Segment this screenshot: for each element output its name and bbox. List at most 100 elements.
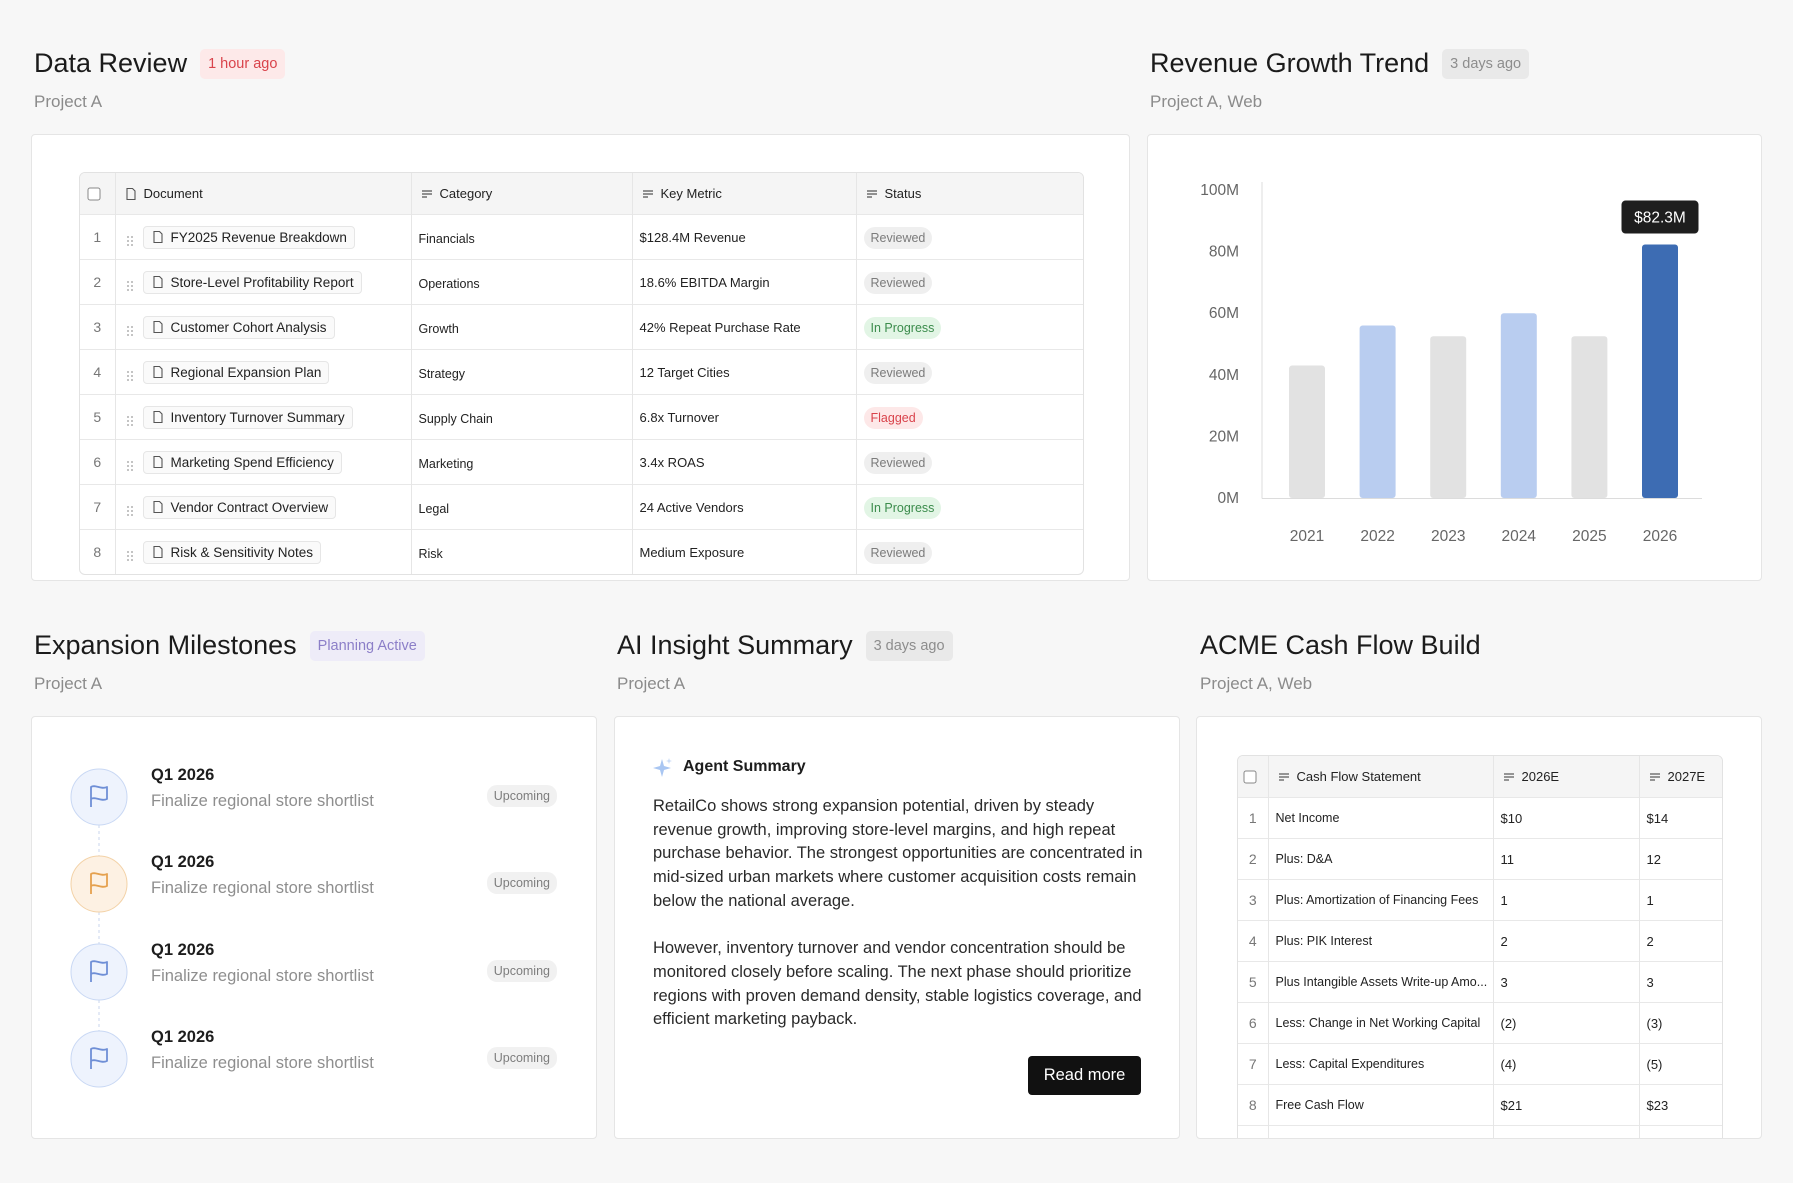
document-cell: Regional Expansion Plan [115, 349, 412, 395]
value-2027e: 2 [1639, 920, 1722, 962]
icon-shape [130, 464, 133, 467]
icon-shape [126, 333, 129, 336]
lines-icon [1278, 773, 1289, 781]
grip-icon [126, 235, 133, 246]
icon-shape [130, 415, 133, 418]
document-chip[interactable]: Marketing Spend Efficiency [142, 450, 342, 474]
line-item: Plus: D&A [1268, 838, 1494, 880]
status-cell: Reviewed [856, 214, 1083, 260]
document-chip[interactable]: Inventory Turnover Summary [142, 405, 353, 429]
timeline [70, 768, 128, 1088]
summary-body: RetailCo shows strong expansion potentia… [653, 795, 1145, 1056]
milestone-text: Finalize regional store shortlist [151, 792, 374, 810]
tooltip-box [1621, 200, 1699, 234]
table-row: 3 Customer Cohort Analysis Growth 42% Repea… [80, 304, 1083, 350]
header: Data Review 1 hour ago [34, 48, 286, 79]
section-subtitle: Project A [34, 674, 103, 693]
value-2027e: 3 [1639, 961, 1722, 1003]
x-tick-label: 2025 [1572, 528, 1606, 545]
line-item: Free Cash Flow [1268, 1084, 1494, 1126]
lines-icon [1503, 773, 1514, 781]
row-number: 8 [1238, 1084, 1269, 1126]
table-row: 1 FY2025 Revenue Breakdown Financials $128.… [80, 214, 1083, 260]
table-row: 2 Store-Level Profitability Report Operati… [80, 259, 1083, 305]
value-2026e: $10 [1493, 797, 1640, 839]
y-tick-label: 20M [1209, 428, 1239, 445]
column-header-text: Key Metric [660, 185, 722, 201]
icon-shape [130, 554, 133, 557]
table-row: 6 Marketing Spend Efficiency Marketing 3.4x… [80, 439, 1083, 485]
section-subtitle: Project A, Web [1200, 674, 1313, 693]
category-cell: Financials [411, 214, 633, 260]
document-chip[interactable]: Risk & Sensitivity Notes [142, 540, 322, 564]
data-label: $82.3M [1634, 210, 1686, 227]
status-pill: Flagged [863, 406, 923, 429]
value-2027e: $14 [1639, 797, 1722, 839]
status-cell: Reviewed [856, 439, 1083, 485]
time-badge: 3 days ago [1442, 48, 1530, 79]
milestone-badge: Upcoming [486, 872, 557, 894]
x-tick-label: 2023 [1431, 528, 1465, 545]
document-cell: Vendor Contract Overview [115, 484, 412, 530]
document-cell: Inventory Turnover Summary [115, 394, 412, 440]
icon-shape [125, 188, 136, 201]
document-name: Regional Expansion Plan [170, 364, 322, 380]
table-frame: Cash Flow Statement 2026E 2027E 1 Net Income… [1237, 755, 1723, 1138]
document-name: Vendor Contract Overview [170, 499, 329, 515]
icon-shape [130, 419, 133, 422]
icon-shape [126, 464, 129, 467]
table-row: 4 Regional Expansion Plan Strategy 12 Targe… [80, 349, 1083, 395]
row-number: 8 [80, 529, 116, 574]
table-row: 3 Plus: Amortization of Financing Fees 1 1 [1238, 879, 1722, 921]
read-more-button[interactable]: Read more [1028, 1056, 1141, 1095]
milestone-date: Q1 2026 [151, 941, 215, 959]
metric-cell: 12 Target Cities [632, 349, 857, 395]
table-row: 8 Risk & Sensitivity Notes Risk Medium Expo… [80, 529, 1083, 574]
empty-cell [1268, 1125, 1494, 1138]
milestone-badge: Upcoming [486, 1047, 557, 1069]
column-header: Category [411, 173, 633, 215]
table-row: 5 Inventory Turnover Summary Supply Chain 6… [80, 394, 1083, 440]
milestone-icon-bg [70, 768, 128, 826]
select-all [1238, 756, 1269, 798]
bar [1289, 365, 1325, 498]
status-pill: Reviewed [863, 451, 933, 474]
icon-shape [126, 513, 129, 516]
category-cell: Growth [411, 304, 633, 350]
milestone-icon-bg [70, 855, 128, 913]
doc-icon [152, 320, 163, 334]
table-row: 5 Plus Intangible Assets Write-up Amo... 3… [1238, 961, 1722, 1003]
card: 0M 20M 40M 60M 80M 100M 2021 2022 2023 2024 2025 20… [1147, 134, 1762, 581]
summary-paragraph: RetailCo shows strong expansion potentia… [653, 797, 1143, 910]
document-chip[interactable]: Regional Expansion Plan [142, 360, 330, 384]
metric-cell: 42% Repeat Purchase Rate [632, 304, 857, 350]
icon-shape [130, 378, 133, 381]
doc-icon [125, 188, 136, 201]
status-pill: In Progress [863, 316, 942, 339]
document-chip[interactable]: FY2025 Revenue Breakdown [142, 225, 355, 249]
milestone-date: Q1 2026 [151, 853, 215, 871]
milestone-text: Finalize regional store shortlist [151, 879, 374, 897]
document-chip[interactable]: Store-Level Profitability Report [142, 270, 362, 294]
document-chip[interactable]: Customer Cohort Analysis [142, 315, 335, 339]
document-name: Marketing Spend Efficiency [170, 454, 334, 470]
icon-shape [152, 275, 163, 289]
metric-cell: $128.4M Revenue [632, 214, 857, 260]
metric-cell: 24 Active Vendors [632, 484, 857, 530]
time-badge: 1 hour ago [200, 48, 286, 79]
bar [1571, 336, 1608, 498]
row-number: 3 [1238, 879, 1269, 921]
document-chip[interactable]: Vendor Contract Overview [142, 495, 337, 519]
grip-icon [126, 460, 133, 471]
empty-cell [1639, 1125, 1722, 1138]
y-tick-label: 60M [1209, 305, 1239, 322]
table-row: 7 Less: Capital Expenditures (4) (5) [1238, 1043, 1722, 1085]
category-cell: Strategy [411, 349, 633, 395]
icon-shape [126, 419, 129, 422]
grip-icon [126, 505, 133, 516]
grip-icon [126, 280, 133, 291]
table: Cash Flow Statement 2026E 2027E 1 Net Income… [1238, 756, 1722, 1138]
row-number: 4 [1238, 920, 1269, 962]
icon-shape [126, 554, 129, 557]
lines-icon [866, 190, 877, 198]
